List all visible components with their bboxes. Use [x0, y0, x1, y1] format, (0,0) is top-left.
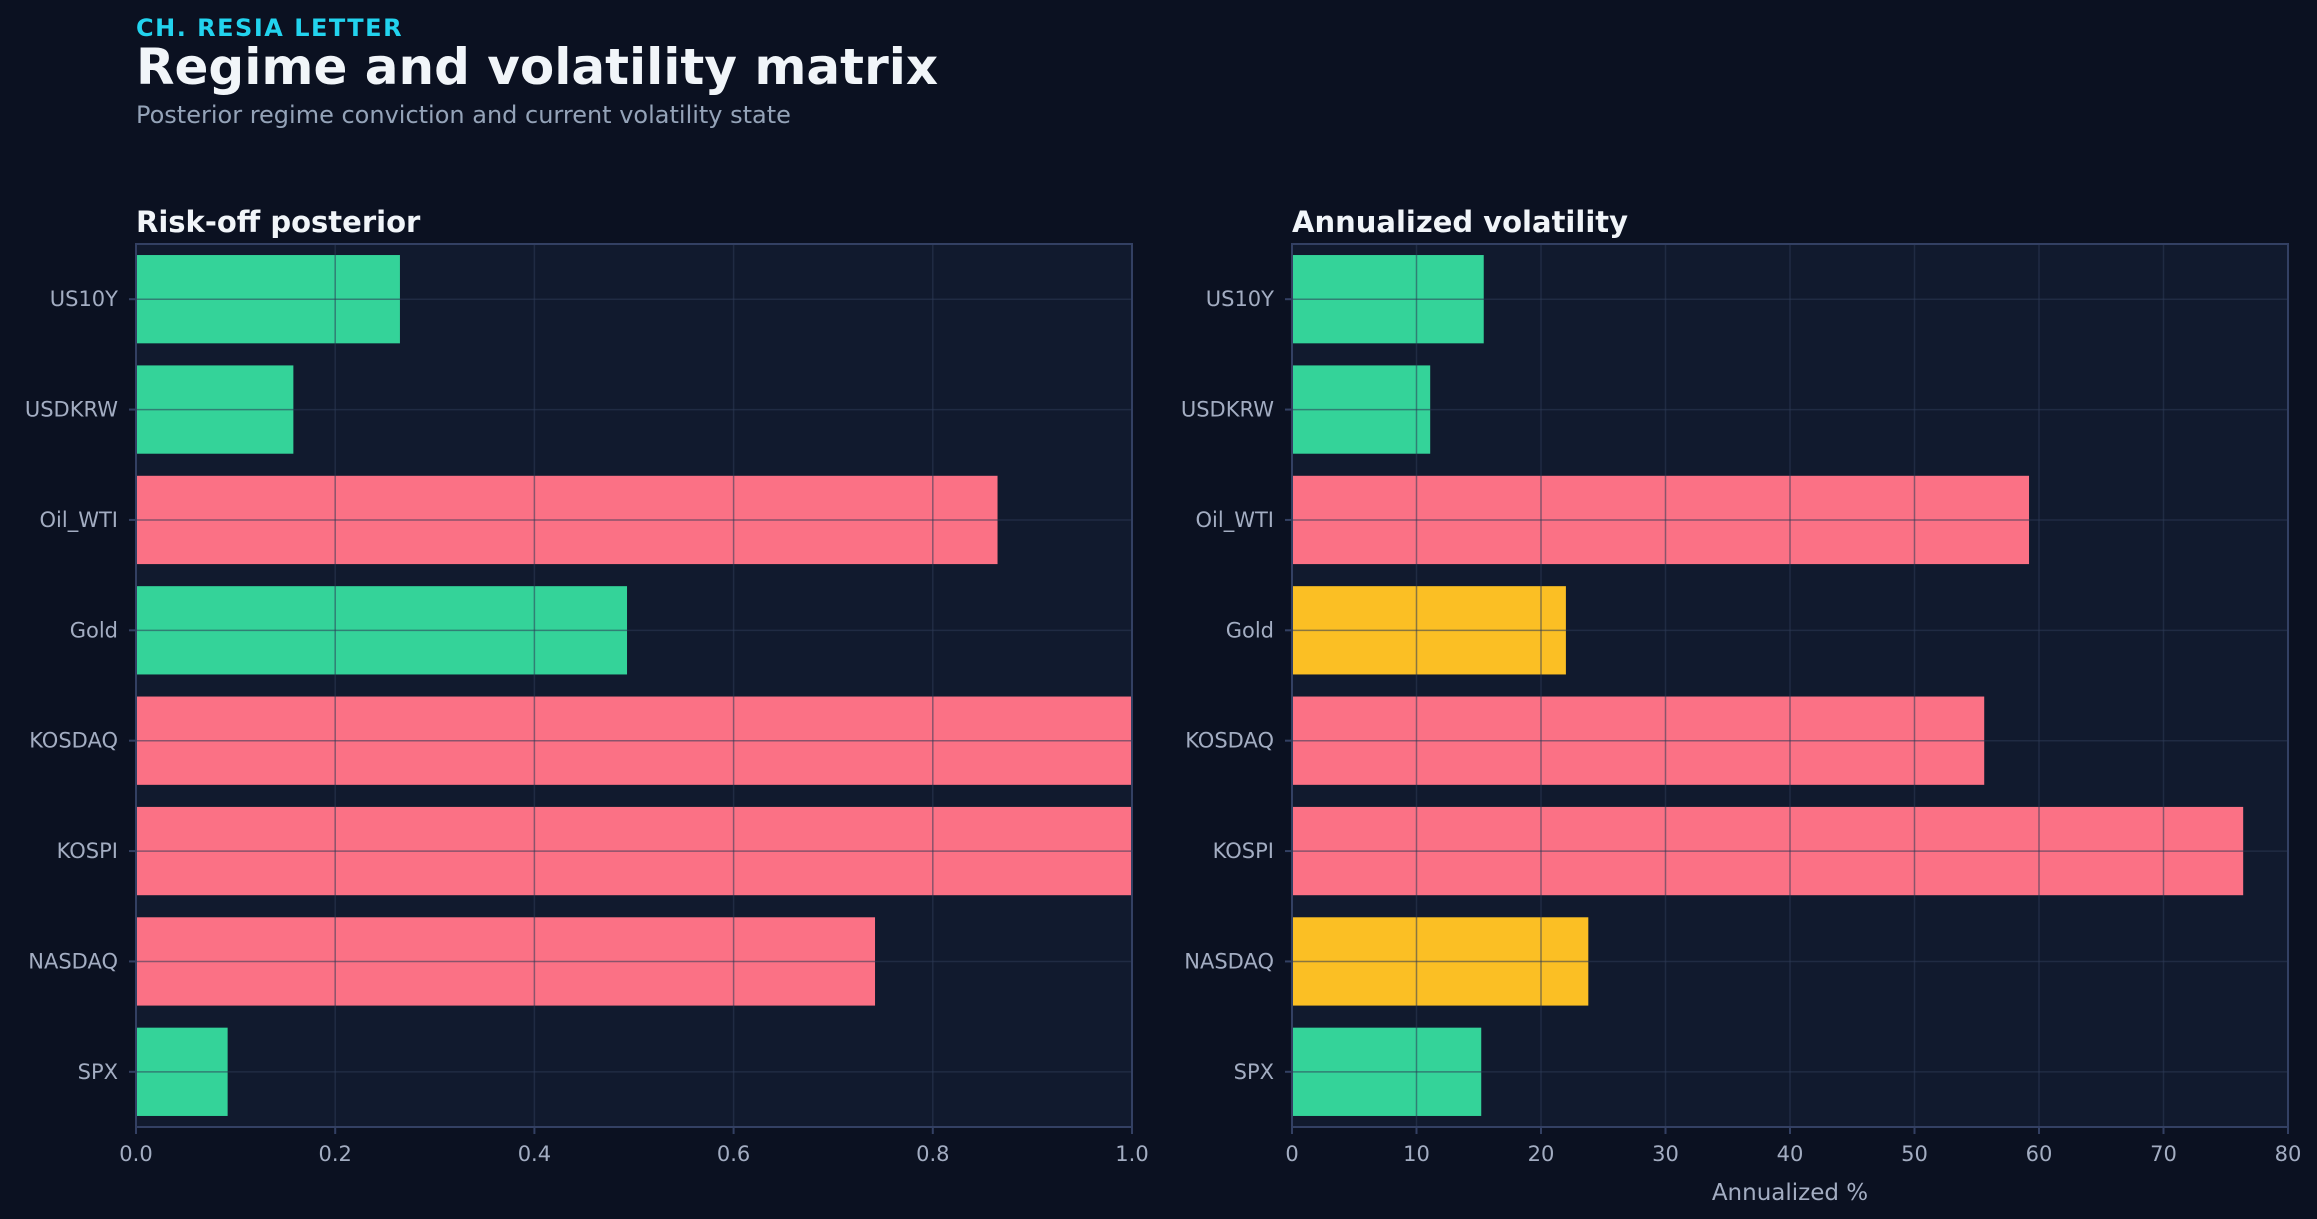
- x-tick-label: 0.2: [318, 1142, 351, 1166]
- category-label: NASDAQ: [28, 949, 118, 973]
- category-label: Gold: [1226, 618, 1274, 642]
- category-label: KOSDAQ: [29, 729, 118, 753]
- x-tick-label: 20: [1528, 1142, 1555, 1166]
- category-label: KOSPI: [57, 839, 118, 863]
- page-title: Regime and volatility matrix: [136, 38, 939, 96]
- panel-title: Risk-off posterior: [136, 205, 421, 239]
- category-label: SPX: [78, 1060, 118, 1084]
- x-tick-label: 60: [2026, 1142, 2053, 1166]
- category-label: USDKRW: [1181, 398, 1274, 422]
- category-label: KOSPI: [1213, 839, 1274, 863]
- page-subtitle: Posterior regime conviction and current …: [136, 101, 791, 129]
- x-tick-label: 50: [1901, 1142, 1928, 1166]
- x-tick-label: 40: [1777, 1142, 1804, 1166]
- x-tick-label: 70: [2150, 1142, 2177, 1166]
- category-label: Gold: [70, 618, 118, 642]
- chart-panel-1: Risk-off posterior US10Y USDKRW Oil_WTI Gold…: [25, 205, 1149, 1166]
- panel-title: Annualized volatility: [1292, 205, 1628, 239]
- x-tick-label: 0.6: [717, 1142, 750, 1166]
- x-tick-label: 80: [2275, 1142, 2302, 1166]
- x-tick-label: 30: [1652, 1142, 1679, 1166]
- x-tick-label: 0: [1285, 1142, 1298, 1166]
- category-label: USDKRW: [25, 398, 118, 422]
- x-tick-label: 0.0: [119, 1142, 152, 1166]
- plot-frame: [135, 243, 1133, 1128]
- x-tick-label: 10: [1403, 1142, 1430, 1166]
- x-axis-title: Annualized %: [1712, 1180, 1868, 1206]
- category-label: Oil_WTI: [40, 508, 118, 533]
- kicker: CH. RESIA LETTER: [136, 14, 404, 42]
- category-label: KOSDAQ: [1185, 729, 1274, 753]
- chart-panel-2: Annualized volatility US10Y USDKRW Oil_WTI G…: [1181, 205, 2302, 1206]
- category-label: US10Y: [50, 287, 118, 311]
- category-label: Oil_WTI: [1196, 508, 1274, 533]
- category-label: NASDAQ: [1184, 949, 1274, 973]
- category-label: SPX: [1234, 1060, 1274, 1084]
- x-tick-label: 1.0: [1115, 1142, 1148, 1166]
- category-label: US10Y: [1206, 287, 1274, 311]
- x-tick-label: 0.8: [916, 1142, 949, 1166]
- x-tick-label: 0.4: [518, 1142, 551, 1166]
